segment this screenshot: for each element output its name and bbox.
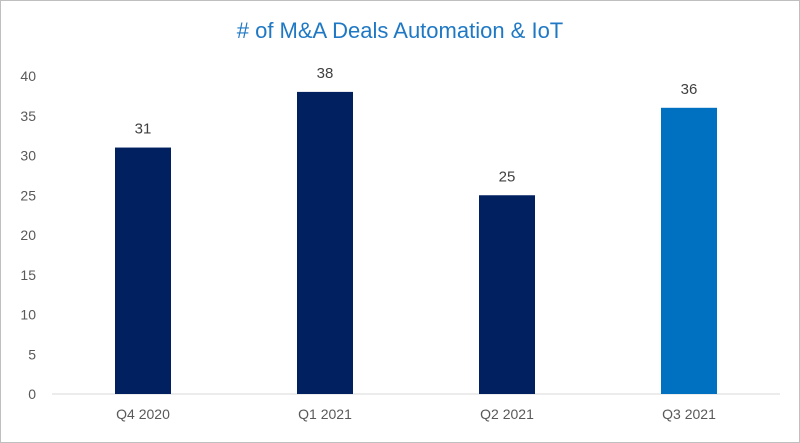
y-axis-ticks: 0 5 10 15 20 25 30 35 40	[20, 68, 36, 402]
y-tick-label: 25	[20, 187, 36, 203]
data-label: 38	[317, 65, 334, 82]
y-tick-label: 35	[20, 108, 36, 124]
bar	[479, 195, 535, 394]
x-axis-ticks: Q4 2020 Q1 2021 Q2 2021 Q3 2021	[116, 406, 716, 422]
bar	[115, 147, 171, 394]
data-label: 31	[135, 121, 152, 138]
y-tick-label: 20	[20, 227, 36, 243]
x-tick-label: Q3 2021	[662, 406, 716, 422]
data-labels: 31 38 25 36	[135, 65, 698, 185]
y-tick-label: 0	[28, 386, 36, 402]
y-tick-label: 15	[20, 267, 36, 283]
data-label: 36	[681, 81, 698, 98]
y-tick-label: 10	[20, 307, 36, 323]
x-tick-label: Q2 2021	[480, 406, 534, 422]
y-tick-label: 30	[20, 148, 36, 164]
x-tick-label: Q1 2021	[298, 406, 352, 422]
data-label: 25	[499, 168, 516, 185]
bar	[297, 91, 353, 395]
y-tick-label: 40	[20, 68, 36, 84]
y-tick-label: 5	[28, 346, 36, 362]
chart-title: # of M&A Deals Automation & IoT	[236, 18, 564, 43]
bars	[115, 91, 717, 395]
x-tick-label: Q4 2020	[116, 406, 170, 422]
bar	[661, 107, 717, 395]
